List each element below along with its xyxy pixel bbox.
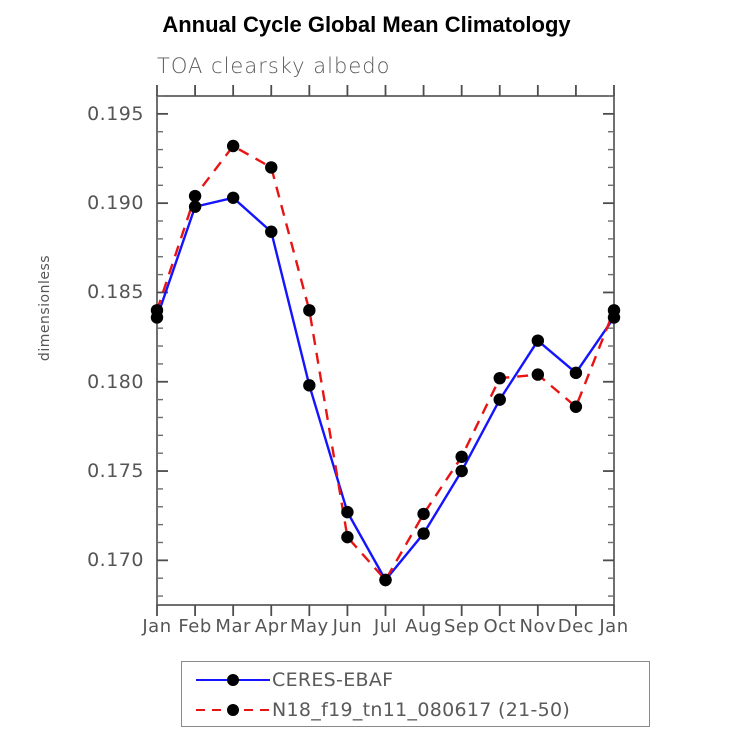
x-axis-tick-label: Oct bbox=[483, 616, 517, 637]
x-axis-tick-label: Feb bbox=[178, 616, 212, 637]
x-axis-tick-label: Jan bbox=[142, 616, 172, 637]
y-axis-tick-label: 0.170 bbox=[87, 549, 144, 572]
data-point-marker bbox=[455, 464, 468, 478]
legend-label-1: N18_f19_tn11_080617 (21-50) bbox=[272, 699, 571, 721]
x-axis-tick-label: Apr bbox=[254, 616, 288, 637]
series-line-1 bbox=[155, 144, 616, 583]
legend-marker-dot-icon bbox=[227, 704, 239, 716]
y-axis-tick-label: 0.185 bbox=[87, 281, 144, 304]
data-point-marker bbox=[531, 334, 545, 347]
data-point-marker bbox=[493, 371, 506, 385]
legend-swatch-ceres-ebaf bbox=[196, 670, 270, 690]
chart-title: Annual Cycle Global Mean Climatology bbox=[162, 12, 571, 37]
data-point-marker bbox=[569, 400, 583, 413]
x-axis-tick-label: Nov bbox=[519, 616, 557, 637]
data-point-marker bbox=[417, 527, 430, 540]
data-point-marker bbox=[417, 507, 430, 521]
x-axis-tick-label: May bbox=[289, 616, 329, 637]
data-point-marker bbox=[455, 450, 468, 463]
data-point-marker bbox=[379, 573, 392, 587]
y-axis-tick-label: 0.180 bbox=[87, 370, 144, 393]
legend-marker-dot-icon bbox=[227, 674, 239, 686]
legend-swatch-model bbox=[196, 700, 270, 720]
data-point-marker bbox=[607, 304, 621, 317]
legend-item-1: N18_f19_tn11_080617 (21-50) bbox=[182, 695, 649, 725]
data-point-marker bbox=[226, 191, 240, 204]
y-axis-tick-label: 0.195 bbox=[87, 102, 144, 125]
data-point-marker bbox=[303, 304, 316, 317]
data-point-marker bbox=[341, 505, 354, 519]
chart-legend: CERES-EBAF N18_f19_tn11_080617 (21-50) bbox=[181, 661, 650, 727]
data-point-marker bbox=[531, 368, 545, 381]
x-axis-tick-label: Mar bbox=[215, 616, 251, 637]
data-point-marker bbox=[341, 530, 354, 544]
x-axis-tick-label: Sep bbox=[443, 616, 480, 637]
data-point-marker bbox=[188, 189, 202, 203]
data-point-marker bbox=[265, 225, 278, 238]
data-point-marker bbox=[265, 161, 278, 174]
data-point-marker bbox=[569, 366, 583, 380]
series-line-0 bbox=[155, 196, 615, 583]
data-point-marker bbox=[150, 304, 164, 317]
data-point-marker bbox=[303, 379, 316, 392]
data-point-marker bbox=[493, 393, 506, 406]
x-axis-tick-label: Dec bbox=[557, 616, 595, 637]
x-axis-tick-label: Jul bbox=[373, 616, 398, 637]
legend-label-0: CERES-EBAF bbox=[272, 669, 394, 691]
chart-subtitle: TOA clearsky albedo bbox=[157, 54, 391, 78]
data-point-marker bbox=[226, 139, 240, 153]
axes-frame bbox=[156, 95, 615, 606]
y-axis-tick-label: 0.190 bbox=[87, 192, 144, 215]
y-axis-tick-label: 0.175 bbox=[87, 460, 144, 483]
x-axis-tick-label: Aug bbox=[405, 616, 442, 637]
legend-item-0: CERES-EBAF bbox=[182, 665, 649, 695]
x-axis-tick-label: Jun bbox=[332, 616, 363, 637]
x-axis-tick-label: Jan bbox=[599, 616, 629, 637]
data-point-marker bbox=[188, 200, 202, 213]
